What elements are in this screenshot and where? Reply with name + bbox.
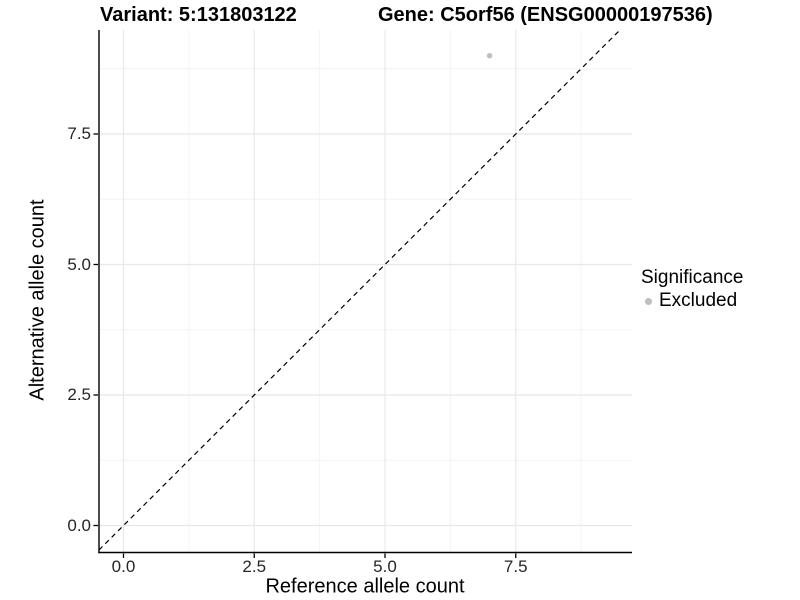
y-axis-title: Alternative allele count xyxy=(26,199,49,401)
gene-title: Gene: C5orf56 (ENSG00000197536) xyxy=(378,4,713,26)
x-axis-title: Reference allele count xyxy=(265,575,465,598)
variant-title: Variant: 5:131803122 xyxy=(100,4,297,26)
y-tick-label: 2.5 xyxy=(67,385,91,404)
y-tick-label: 7.5 xyxy=(67,124,91,143)
legend: Significance Excluded xyxy=(641,267,743,312)
x-tick-label: 0.0 xyxy=(111,557,136,576)
legend-item-label: Excluded xyxy=(659,290,738,311)
x-tick-label: 7.5 xyxy=(503,557,528,576)
identity-line xyxy=(98,29,621,551)
x-tick-label: 5.0 xyxy=(373,557,397,576)
y-tick-label: 0.0 xyxy=(67,515,91,535)
x-tick-label: 2.5 xyxy=(242,557,267,576)
legend-item-excluded: Excluded xyxy=(641,290,743,312)
y-tick-label: 5.0 xyxy=(67,254,91,274)
excluded-point-icon xyxy=(645,297,652,305)
data-point-excluded xyxy=(486,53,493,59)
legend-title: Significance xyxy=(641,267,744,288)
legend-key xyxy=(641,292,656,310)
